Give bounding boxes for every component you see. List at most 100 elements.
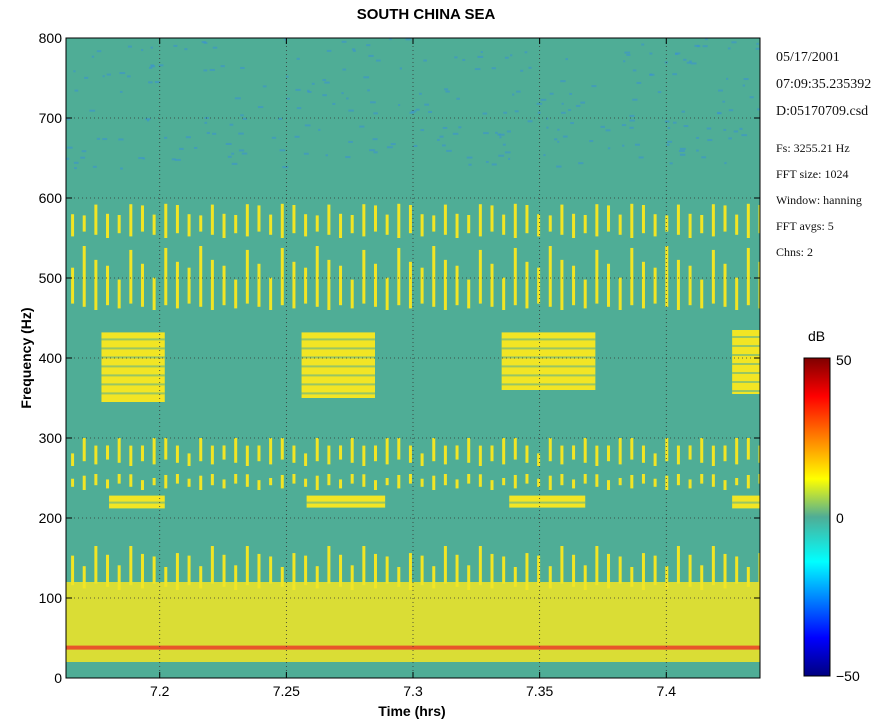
noise-speck (683, 58, 687, 61)
pulse-mark (688, 554, 692, 587)
pulse-mark (292, 445, 296, 463)
pulse-mark (187, 555, 191, 586)
pulse-mark (199, 438, 203, 462)
pulse-mark (700, 474, 704, 484)
y-tick-label: 600 (39, 190, 63, 206)
signal-block (732, 330, 760, 394)
pulse-mark (711, 546, 715, 586)
block-streak (101, 338, 165, 341)
pulse-mark (595, 474, 599, 487)
pulse-mark (373, 480, 377, 490)
pulse-mark (210, 445, 214, 465)
pulse-mark (572, 554, 576, 587)
pulse-mark (723, 480, 727, 490)
pulse-mark (467, 215, 471, 234)
pulse-mark (595, 249, 599, 304)
pulse-mark (234, 215, 238, 234)
noise-speck (286, 97, 290, 100)
pulse-mark (676, 259, 680, 310)
noise-speck (150, 46, 153, 49)
noise-speck (119, 90, 123, 93)
noise-speck (322, 78, 327, 81)
noise-speck (536, 102, 543, 105)
pulse-mark (653, 453, 657, 466)
noise-speck (454, 56, 458, 59)
noise-speck (148, 66, 153, 69)
noise-speck (74, 167, 77, 170)
noise-speck (702, 45, 708, 48)
noise-speck (415, 108, 420, 111)
pulse-mark (71, 214, 75, 237)
noise-speck (96, 50, 102, 53)
pulse-mark (630, 438, 634, 460)
noise-speck (565, 58, 568, 61)
noise-speck (727, 47, 731, 50)
pulse-mark (245, 204, 249, 237)
noise-speck (307, 90, 312, 93)
noise-speck (462, 58, 466, 61)
noise-speck (503, 111, 508, 114)
y-tick-label: 700 (39, 110, 63, 126)
pulse-mark (607, 205, 611, 232)
pulse-mark (735, 277, 739, 310)
pulse-mark (758, 445, 760, 463)
block-streak (101, 347, 165, 350)
pulse-mark (723, 205, 727, 232)
pulse-mark (420, 555, 424, 586)
pulse-mark (397, 438, 401, 460)
pulse-mark (327, 259, 331, 310)
pulse-mark (373, 205, 377, 232)
pulse-mark (94, 445, 98, 465)
pulse-mark (548, 246, 552, 307)
pulse-mark (467, 279, 471, 309)
noise-speck (686, 61, 691, 64)
noise-speck (506, 130, 511, 133)
noise-speck (127, 75, 131, 78)
info-window: Window: hanning (776, 193, 862, 207)
noise-speck (706, 127, 712, 130)
noise-speck (225, 142, 232, 145)
pulse-mark (222, 265, 226, 306)
pulse-mark (129, 474, 133, 487)
noise-speck (485, 160, 489, 163)
noise-speck (367, 89, 370, 92)
pulse-mark (362, 445, 366, 466)
noise-speck (504, 56, 509, 59)
noise-speck (741, 134, 748, 137)
pulse-mark (199, 215, 203, 232)
pulse-mark (257, 553, 261, 589)
pulse-mark (630, 474, 634, 489)
pulse-mark (269, 214, 273, 235)
pulse-mark (641, 474, 645, 484)
noise-speck (158, 64, 164, 67)
pulse-mark (478, 445, 482, 466)
block-streak (101, 365, 165, 368)
noise-speck (363, 76, 370, 79)
pulse-mark (304, 267, 308, 304)
pulse-mark (94, 474, 98, 486)
pulse-mark (641, 261, 645, 309)
noise-speck (318, 128, 321, 131)
noise-speck (229, 123, 234, 126)
noise-speck (705, 38, 708, 41)
noise-speck (345, 156, 351, 159)
pulse-mark (269, 478, 273, 486)
noise-speck (679, 153, 686, 156)
pulse-mark (746, 567, 750, 587)
pulse-mark (234, 565, 238, 590)
noise-speck (80, 156, 86, 159)
noise-speck (742, 84, 746, 87)
block-streak (101, 374, 165, 377)
pulse-mark (175, 474, 179, 484)
noise-speck (669, 162, 673, 165)
pulse-mark (304, 214, 308, 237)
pulse-mark (71, 267, 75, 304)
noise-speck (591, 85, 597, 88)
noise-speck (96, 137, 101, 140)
pulse-mark (397, 567, 401, 587)
noise-speck (106, 73, 111, 76)
pulse-mark (630, 247, 634, 306)
pulse-mark (746, 247, 750, 306)
info-chns: Chns: 2 (776, 245, 814, 259)
noise-speck (147, 119, 150, 122)
